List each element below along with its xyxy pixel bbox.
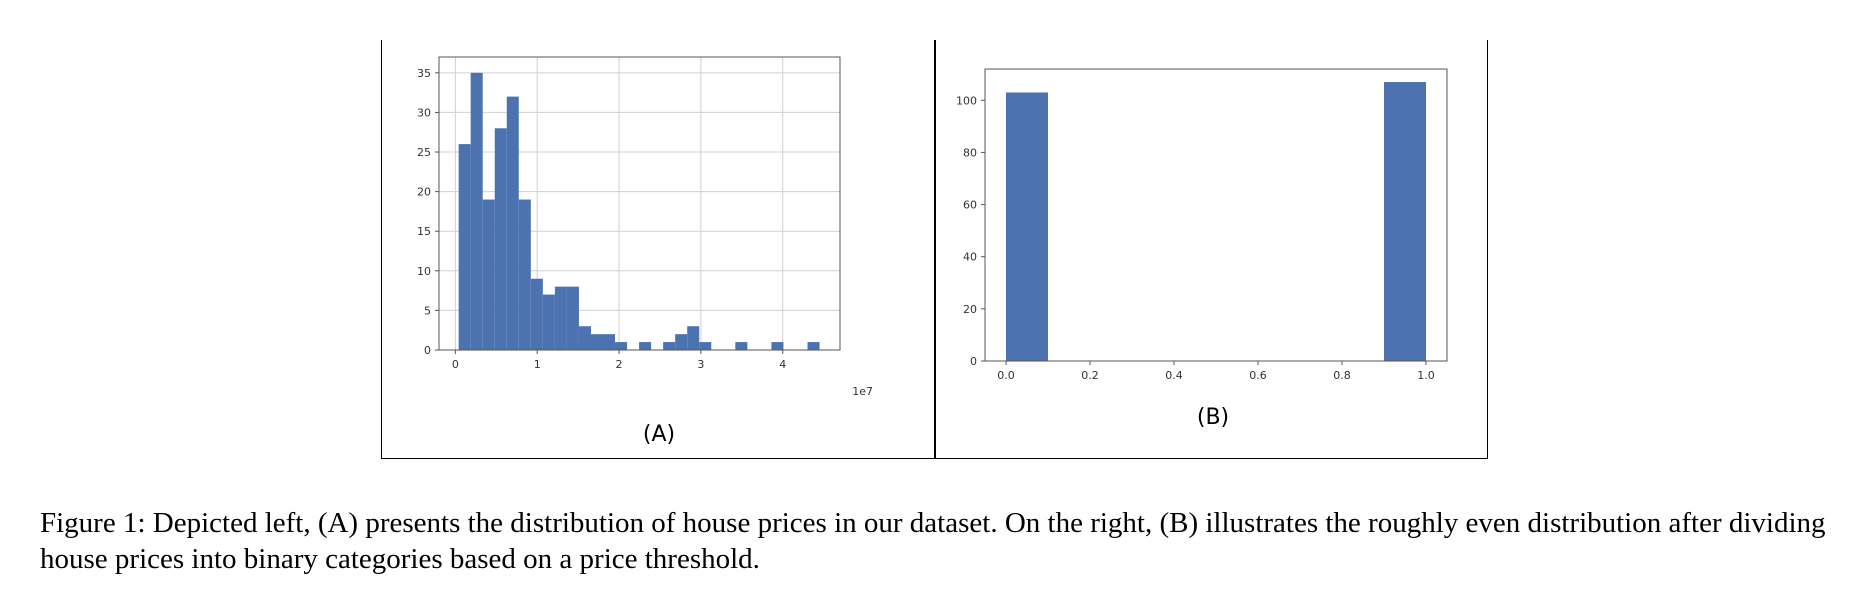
chart-a-bar (603, 334, 616, 350)
chart-b-x-tick-label: 0.4 (1165, 369, 1183, 382)
chart-a-bar (663, 342, 676, 350)
chart-a: 0 1 2 3 4 0 5 10 15 20 25 30 35 1e7 (A) (417, 56, 873, 447)
chart-a-bar (530, 278, 543, 350)
chart-a-bar (807, 342, 820, 350)
chart-a-x-tick-label: 4 (779, 358, 786, 371)
chart-a-x-tick-label: 2 (616, 358, 623, 371)
chart-b-y-tick-label: 40 (963, 251, 977, 264)
chart-a-bar (506, 96, 519, 350)
chart-a-bar (615, 342, 628, 350)
chart-a-ticks: 0 1 2 3 4 0 5 10 15 20 25 30 35 (417, 67, 786, 371)
chart-a-bar (639, 342, 652, 350)
chart-a-panel-label: (A) (643, 422, 675, 447)
chart-a-y-tick-label: 35 (417, 67, 431, 80)
chart-a-y-tick-label: 15 (417, 225, 431, 238)
chart-a-bar (458, 144, 471, 350)
chart-a-bar (482, 199, 495, 350)
chart-b-x-tick-label: 0.2 (1081, 369, 1099, 382)
chart-b-ticks: 0.0 0.2 0.4 0.6 0.8 1.0 0 20 40 60 80 100 (956, 94, 1435, 382)
chart-a-y-tick-label: 25 (417, 146, 431, 159)
chart-a-bar (687, 326, 700, 350)
chart-a-bar (518, 199, 531, 350)
chart-b-x-tick-label: 0.6 (1249, 369, 1267, 382)
chart-a-bar (494, 128, 507, 350)
chart-a-bar (542, 294, 555, 350)
chart-a-bar (566, 286, 579, 350)
chart-a-axes-frame (438, 56, 841, 351)
chart-a-bar (735, 342, 748, 350)
chart-b-panel-label: (B) (1197, 405, 1229, 430)
chart-b-y-tick-label: 60 (963, 199, 977, 212)
chart-b-y-tick-label: 100 (956, 94, 977, 107)
chart-a-bars (458, 72, 820, 351)
chart-b-bar (1006, 92, 1048, 361)
chart-a-bar (675, 334, 688, 350)
panel-divider (934, 40, 936, 459)
chart-b-y-tick-label: 20 (963, 303, 977, 316)
chart-b-axes-frame (984, 68, 1448, 362)
chart-a-bar (578, 326, 591, 350)
chart-a-x-tick-label: 1 (534, 358, 541, 371)
chart-a-y-tick-label: 0 (424, 344, 431, 357)
chart-a-y-tick-label: 5 (424, 304, 431, 317)
chart-b-y-tick-label: 80 (963, 146, 977, 159)
chart-b-bar (1384, 82, 1426, 362)
chart-a-bar (554, 286, 567, 350)
chart-a-bar (699, 342, 712, 350)
chart-a-bar (771, 342, 784, 350)
chart-a-x-tick-label: 3 (697, 358, 704, 371)
chart-a-bar (470, 72, 483, 351)
chart-a-y-tick-label: 20 (417, 186, 431, 199)
figure-caption: Figure 1: Depicted left, (A) presents th… (40, 507, 1826, 575)
chart-b: 0.0 0.2 0.4 0.6 0.8 1.0 0 20 40 60 80 100 (B) (956, 68, 1448, 430)
chart-a-y-tick-label: 10 (417, 265, 431, 278)
chart-a-x-tick-label: 0 (452, 358, 459, 371)
chart-b-x-tick-label: 1.0 (1417, 369, 1435, 382)
chart-a-offset-label: 1e7 (852, 385, 873, 398)
chart-b-bars (1006, 82, 1426, 362)
chart-a-y-tick-label: 30 (417, 106, 431, 119)
chart-b-x-tick-label: 0.8 (1333, 369, 1351, 382)
chart-b-x-tick-label: 0.0 (997, 369, 1015, 382)
chart-a-bar (590, 334, 604, 350)
chart-b-y-tick-label: 0 (970, 355, 977, 368)
